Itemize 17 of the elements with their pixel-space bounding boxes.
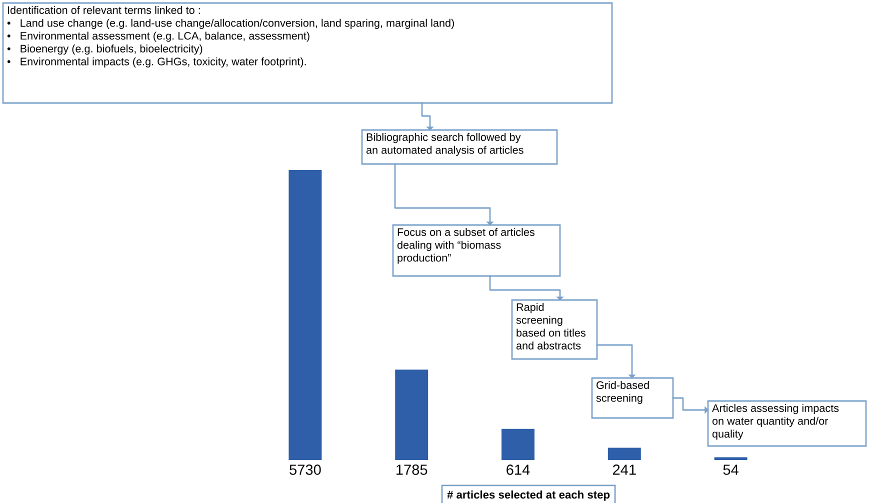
annotation: Grid-based screening: [596, 381, 649, 404]
data-label: 54: [723, 464, 738, 475]
bar: [288, 170, 322, 460]
bar: [714, 457, 748, 460]
annotation: Focus on a subset of articles dealing with “biomass production”: [397, 228, 534, 264]
data-label: 614: [506, 464, 530, 475]
text: Bibliographic search followed by an automated analysis of articles: [366, 133, 524, 156]
annotation: Articles assessing impacts on water quantity and/or quality: [712, 404, 839, 440]
bar: [608, 448, 641, 460]
bar: [502, 428, 534, 460]
data-label: 241: [612, 464, 636, 475]
data-label: 5730: [290, 464, 321, 475]
bar: [395, 370, 428, 460]
text: Identification of relevant terms linked to : • Land use change (e.g. land-use change/allocation/conversion, land sparing, marginal land) • Environmental assessment (e.g. LCA, balance, assessment) • Bioenergy (e.g. biofuels, bioelectricity) • Environmental impacts (e.g. GHGs, toxicity, water footprint).: [7, 6, 454, 68]
annotation: Rapid screening based on titles and abstracts: [516, 303, 586, 350]
x-axis-title: # articles selected at each step: [447, 490, 610, 501]
data-label: 1785: [396, 464, 428, 475]
